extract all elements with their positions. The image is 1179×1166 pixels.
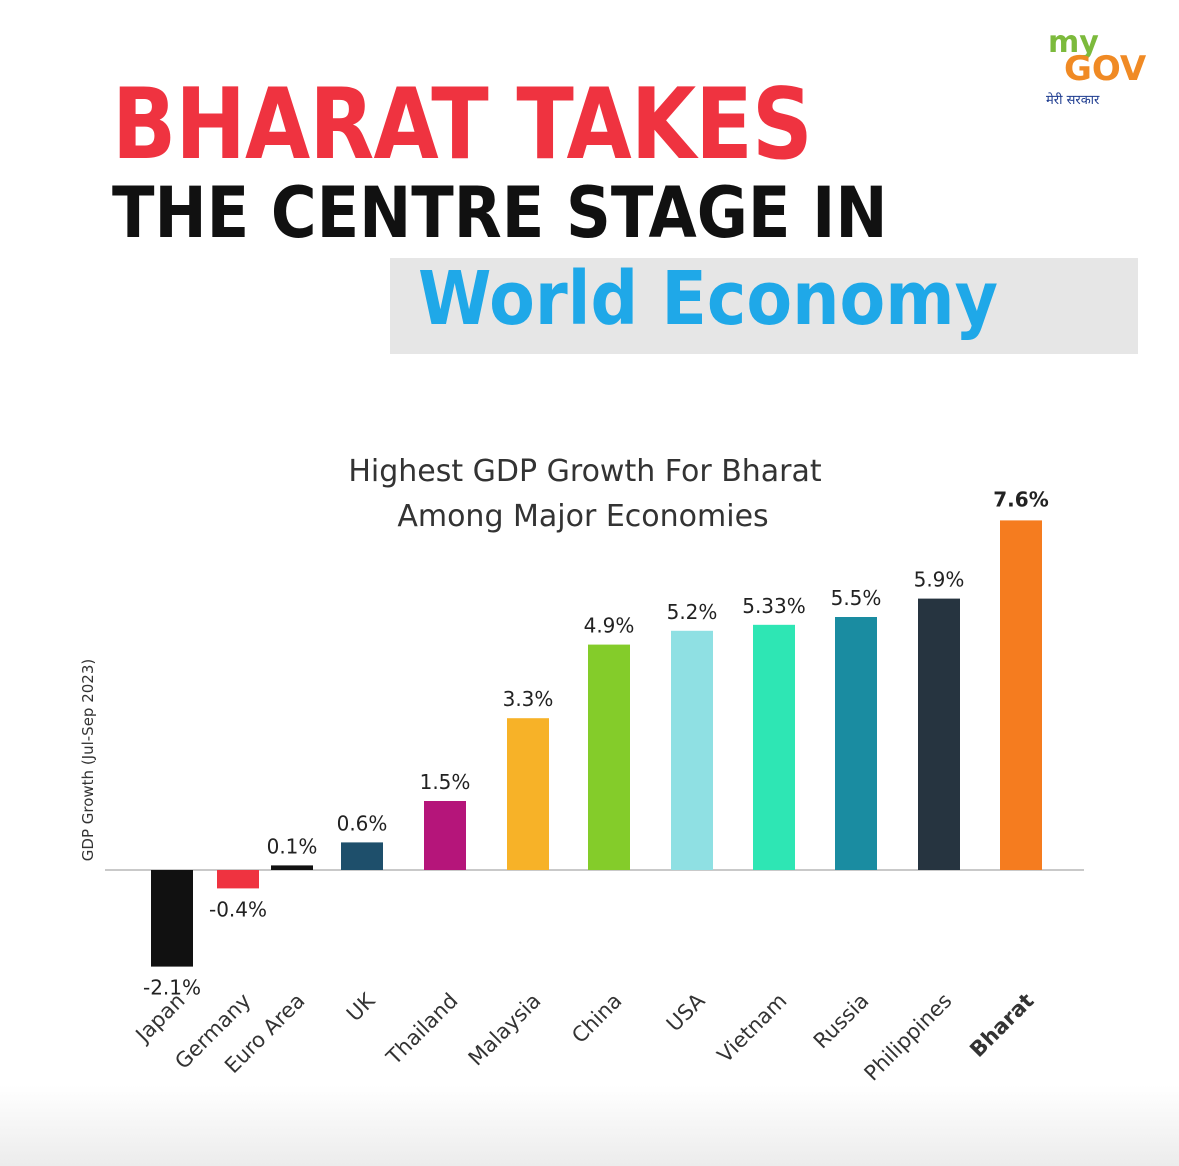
category-label-thailand: Thailand <box>381 989 462 1070</box>
headline-line-1: BHARAT TAKES <box>112 68 813 182</box>
value-label-uk: 0.6% <box>337 811 388 835</box>
category-label-russia: Russia <box>809 989 874 1054</box>
chart-title-line-1: Highest GDP Growth For Bharat <box>348 454 822 489</box>
bar-euro-area <box>271 865 313 870</box>
value-label-china: 4.9% <box>584 614 635 638</box>
bar-thailand <box>424 801 466 870</box>
headline-band <box>390 258 1138 354</box>
bar-germany <box>217 870 259 889</box>
value-label-germany: -0.4% <box>209 897 267 921</box>
headline-line-2: THE CENTRE STAGE IN <box>112 172 888 254</box>
value-label-philippines: 5.9% <box>914 568 965 592</box>
bar-usa <box>671 630 713 870</box>
category-label-vietnam: Vietnam <box>713 989 792 1068</box>
value-label-russia: 5.5% <box>831 586 882 610</box>
category-label-bharat: Bharat <box>965 989 1038 1062</box>
category-label-china: China <box>567 989 626 1048</box>
category-label-usa: USA <box>662 988 710 1036</box>
logo-tagline: मेरी सरकार <box>1046 93 1100 108</box>
value-label-euro-area: 0.1% <box>267 834 318 858</box>
value-label-japan: -2.1% <box>143 976 201 1000</box>
value-label-vietnam: 5.33% <box>742 594 806 618</box>
logo-my: my <box>1048 25 1099 60</box>
headline-line-3: World Economy <box>418 256 999 342</box>
bottom-fade <box>0 1085 1179 1166</box>
bar-philippines <box>918 598 960 870</box>
value-label-bharat: 7.6% <box>993 487 1048 511</box>
bar-japan <box>151 870 193 967</box>
category-label-philippines: Philippines <box>860 989 957 1086</box>
bar-china <box>588 644 630 870</box>
value-label-thailand: 1.5% <box>420 770 471 794</box>
chart-title-line-2: Among Major Economies <box>397 499 768 534</box>
y-axis-label: GDP Growth (Jul-Sep 2023) <box>79 659 97 861</box>
mygov-logo: my GOV मेरी सरकार <box>1040 28 1150 118</box>
bar-vietnam <box>753 624 795 870</box>
logo-gov: GOV <box>1064 49 1147 89</box>
category-label-malaysia: Malaysia <box>464 989 546 1071</box>
bar-uk <box>341 842 383 870</box>
category-label-uk: UK <box>342 988 380 1026</box>
value-label-malaysia: 3.3% <box>503 687 554 711</box>
bar-malaysia <box>507 718 549 870</box>
bar-bharat <box>1000 520 1042 870</box>
value-label-usa: 5.2% <box>667 600 718 624</box>
bar-russia <box>835 617 877 870</box>
